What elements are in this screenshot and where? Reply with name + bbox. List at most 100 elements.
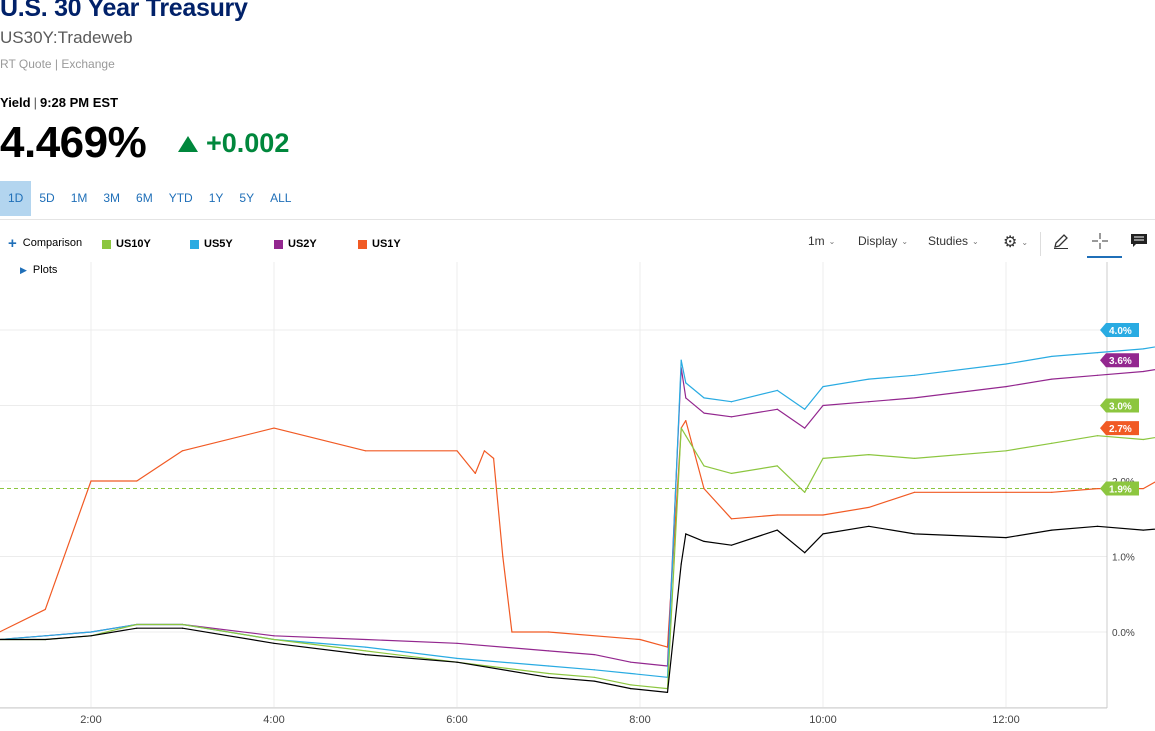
comparison-label: Comparison xyxy=(22,237,83,249)
data-point-us5y xyxy=(90,631,92,633)
chart-toolbar: + Comparison US10Y US5Y US2Y US1Y 1m ⌄ Di… xyxy=(0,232,1155,258)
y-axis: 0.0%1.0%2.0% xyxy=(1112,477,1135,639)
x-tick-label: 8:00 xyxy=(629,714,650,726)
data-point-us5y xyxy=(1096,352,1099,354)
chevron-down-icon: ⌄ xyxy=(828,236,836,246)
series-line-us10y xyxy=(0,427,1155,690)
data-point-us10y xyxy=(804,491,806,493)
tab-ytd[interactable]: YTD xyxy=(168,191,193,205)
data-point-us5y xyxy=(685,382,687,384)
data-point-us1y xyxy=(913,491,916,493)
data-point-us1y xyxy=(502,555,504,558)
data-point-us30y xyxy=(364,654,367,656)
data-point-us2y xyxy=(1051,378,1053,380)
end-label-tag xyxy=(1100,353,1139,368)
series-lines xyxy=(0,346,1155,694)
plots-toggle[interactable]: ▶ Plots xyxy=(20,264,57,276)
data-point-us10y xyxy=(703,465,705,467)
x-axis: 2:004:006:008:0010:0012:0014:0016:0018:0… xyxy=(80,714,1019,726)
data-point-us1y xyxy=(474,472,476,475)
data-point-us2y xyxy=(822,404,824,407)
data-point-us5y xyxy=(1051,355,1053,358)
data-point-us5y xyxy=(730,401,733,403)
data-point-us30y xyxy=(1005,537,1007,539)
comment-icon xyxy=(1131,234,1147,247)
data-point-us5y xyxy=(868,378,870,380)
end-label-text: 3.6% xyxy=(1109,356,1132,367)
tab-5y[interactable]: 5Y xyxy=(239,191,255,205)
data-point-us30y xyxy=(44,638,46,641)
data-point-us2y xyxy=(456,642,458,644)
data-point-us30y xyxy=(1051,529,1053,531)
tab-6m[interactable]: 6M xyxy=(136,191,153,205)
tab-3m[interactable]: 3M xyxy=(103,191,121,205)
data-point-us30y xyxy=(456,661,458,663)
data-point-us10y xyxy=(364,650,367,652)
data-point-us10y xyxy=(273,638,275,641)
data-point-us30y xyxy=(685,533,687,535)
data-point-us2y xyxy=(1096,374,1099,376)
display-dropdown[interactable]: Display ⌄ xyxy=(858,234,908,248)
data-point-us2y xyxy=(630,661,632,663)
data-point-us1y xyxy=(483,450,486,452)
symbol-label: US30Y:Tradeweb xyxy=(0,28,133,47)
comment-button[interactable] xyxy=(1130,233,1148,249)
interval-label: 1m xyxy=(808,234,825,248)
legend-item-us10y[interactable]: US10Y xyxy=(102,238,151,250)
data-point-us1y xyxy=(776,514,778,516)
data-point-us1y xyxy=(136,480,138,482)
data-point-us10y xyxy=(685,435,687,437)
data-point-us30y xyxy=(1142,529,1144,531)
x-tick-label: 10:00 xyxy=(809,714,837,726)
data-point-us2y xyxy=(685,397,687,399)
crosshair-button[interactable] xyxy=(1091,232,1109,250)
legend-label: US10Y xyxy=(116,238,151,250)
x-tick-label: 2:00 xyxy=(80,714,101,726)
interval-dropdown[interactable]: 1m ⌄ xyxy=(808,234,835,248)
data-point-us2y xyxy=(547,650,550,652)
studies-label: Studies xyxy=(928,234,969,248)
data-point-us1y xyxy=(703,487,705,490)
end-label-us10y: 3.0% xyxy=(1100,398,1139,413)
data-point-us1y xyxy=(181,450,184,452)
data-point-us10y xyxy=(868,453,870,456)
settings-button[interactable]: ⚙ ⌄ xyxy=(1003,232,1028,252)
page-title: U.S. 30 Year Treasury xyxy=(0,0,248,22)
data-point-us5y xyxy=(804,408,806,410)
data-point-us5y xyxy=(1005,363,1007,365)
studies-dropdown[interactable]: Studies ⌄ xyxy=(928,234,979,248)
data-point-us30y xyxy=(136,627,138,629)
x-tick-label: 4:00 xyxy=(263,714,284,726)
data-point-us10y xyxy=(136,623,138,626)
end-label-text: 3.0% xyxy=(1109,402,1132,413)
data-point-us1y xyxy=(511,631,513,633)
data-point-us10y xyxy=(1142,438,1144,441)
legend-item-us1y[interactable]: US1Y xyxy=(358,238,401,250)
chevron-down-icon: ⌄ xyxy=(1021,237,1029,247)
data-point-us1y xyxy=(273,427,275,429)
tab-1m[interactable]: 1M xyxy=(70,191,88,205)
data-point-us1y xyxy=(639,638,641,641)
data-point-us5y xyxy=(364,646,367,648)
tab-all[interactable]: ALL xyxy=(270,191,292,205)
data-point-us10y xyxy=(730,472,733,475)
tab-5d[interactable]: 5D xyxy=(39,191,55,205)
data-point-us5y xyxy=(630,672,632,675)
data-point-us5y xyxy=(680,359,682,361)
data-point-us10y xyxy=(776,465,778,467)
data-point-us5y xyxy=(547,665,550,667)
data-point-us30y xyxy=(593,680,595,682)
series-line-us5y xyxy=(0,346,1155,678)
comparison-button[interactable]: + Comparison xyxy=(8,236,83,251)
data-point-us10y xyxy=(1005,450,1007,452)
draw-button[interactable] xyxy=(1052,232,1070,250)
tab-1y[interactable]: 1Y xyxy=(208,191,224,205)
legend-item-us5y[interactable]: US5Y xyxy=(190,238,233,250)
data-point-us2y xyxy=(273,635,275,637)
data-point-us1y xyxy=(730,518,733,520)
tab-1d[interactable]: 1D xyxy=(0,181,32,216)
data-point-us2y xyxy=(593,654,595,656)
up-arrow-icon xyxy=(178,135,198,152)
legend-item-us2y[interactable]: US2Y xyxy=(274,238,317,250)
